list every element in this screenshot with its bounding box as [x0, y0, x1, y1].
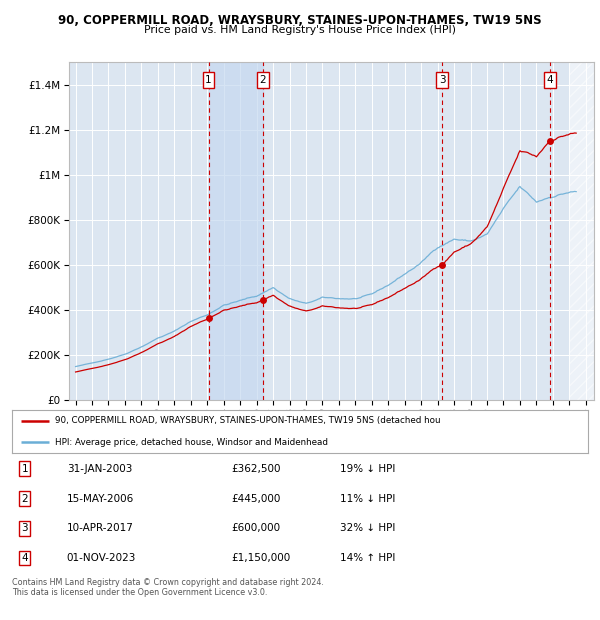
Text: £1,150,000: £1,150,000 [231, 553, 290, 563]
Text: 11% ↓ HPI: 11% ↓ HPI [340, 494, 395, 503]
Text: Price paid vs. HM Land Registry's House Price Index (HPI): Price paid vs. HM Land Registry's House … [144, 25, 456, 35]
Text: This data is licensed under the Open Government Licence v3.0.: This data is licensed under the Open Gov… [12, 588, 268, 597]
Text: 1: 1 [205, 75, 212, 85]
Text: 90, COPPERMILL ROAD, WRAYSBURY, STAINES-UPON-THAMES, TW19 5NS: 90, COPPERMILL ROAD, WRAYSBURY, STAINES-… [58, 14, 542, 27]
Text: £445,000: £445,000 [231, 494, 280, 503]
Text: HPI: Average price, detached house, Windsor and Maidenhead: HPI: Average price, detached house, Wind… [55, 438, 328, 446]
Text: £600,000: £600,000 [231, 523, 280, 533]
Bar [209, 62, 263, 400]
Text: 01-NOV-2023: 01-NOV-2023 [67, 553, 136, 563]
Text: 19% ↓ HPI: 19% ↓ HPI [340, 464, 395, 474]
Text: 31-JAN-2003: 31-JAN-2003 [67, 464, 132, 474]
Bar [569, 62, 594, 400]
Text: 14% ↑ HPI: 14% ↑ HPI [340, 553, 395, 563]
Text: 3: 3 [22, 523, 28, 533]
Text: 4: 4 [547, 75, 553, 85]
Text: 4: 4 [22, 553, 28, 563]
Text: 90, COPPERMILL ROAD, WRAYSBURY, STAINES-UPON-THAMES, TW19 5NS (detached hou: 90, COPPERMILL ROAD, WRAYSBURY, STAINES-… [55, 417, 440, 425]
Text: 10-APR-2017: 10-APR-2017 [67, 523, 134, 533]
Text: 15-MAY-2006: 15-MAY-2006 [67, 494, 134, 503]
Text: Contains HM Land Registry data © Crown copyright and database right 2024.: Contains HM Land Registry data © Crown c… [12, 578, 324, 587]
Text: 1: 1 [22, 464, 28, 474]
Text: 3: 3 [439, 75, 445, 85]
Text: 32% ↓ HPI: 32% ↓ HPI [340, 523, 395, 533]
Text: 2: 2 [22, 494, 28, 503]
Text: £362,500: £362,500 [231, 464, 280, 474]
Text: 2: 2 [259, 75, 266, 85]
